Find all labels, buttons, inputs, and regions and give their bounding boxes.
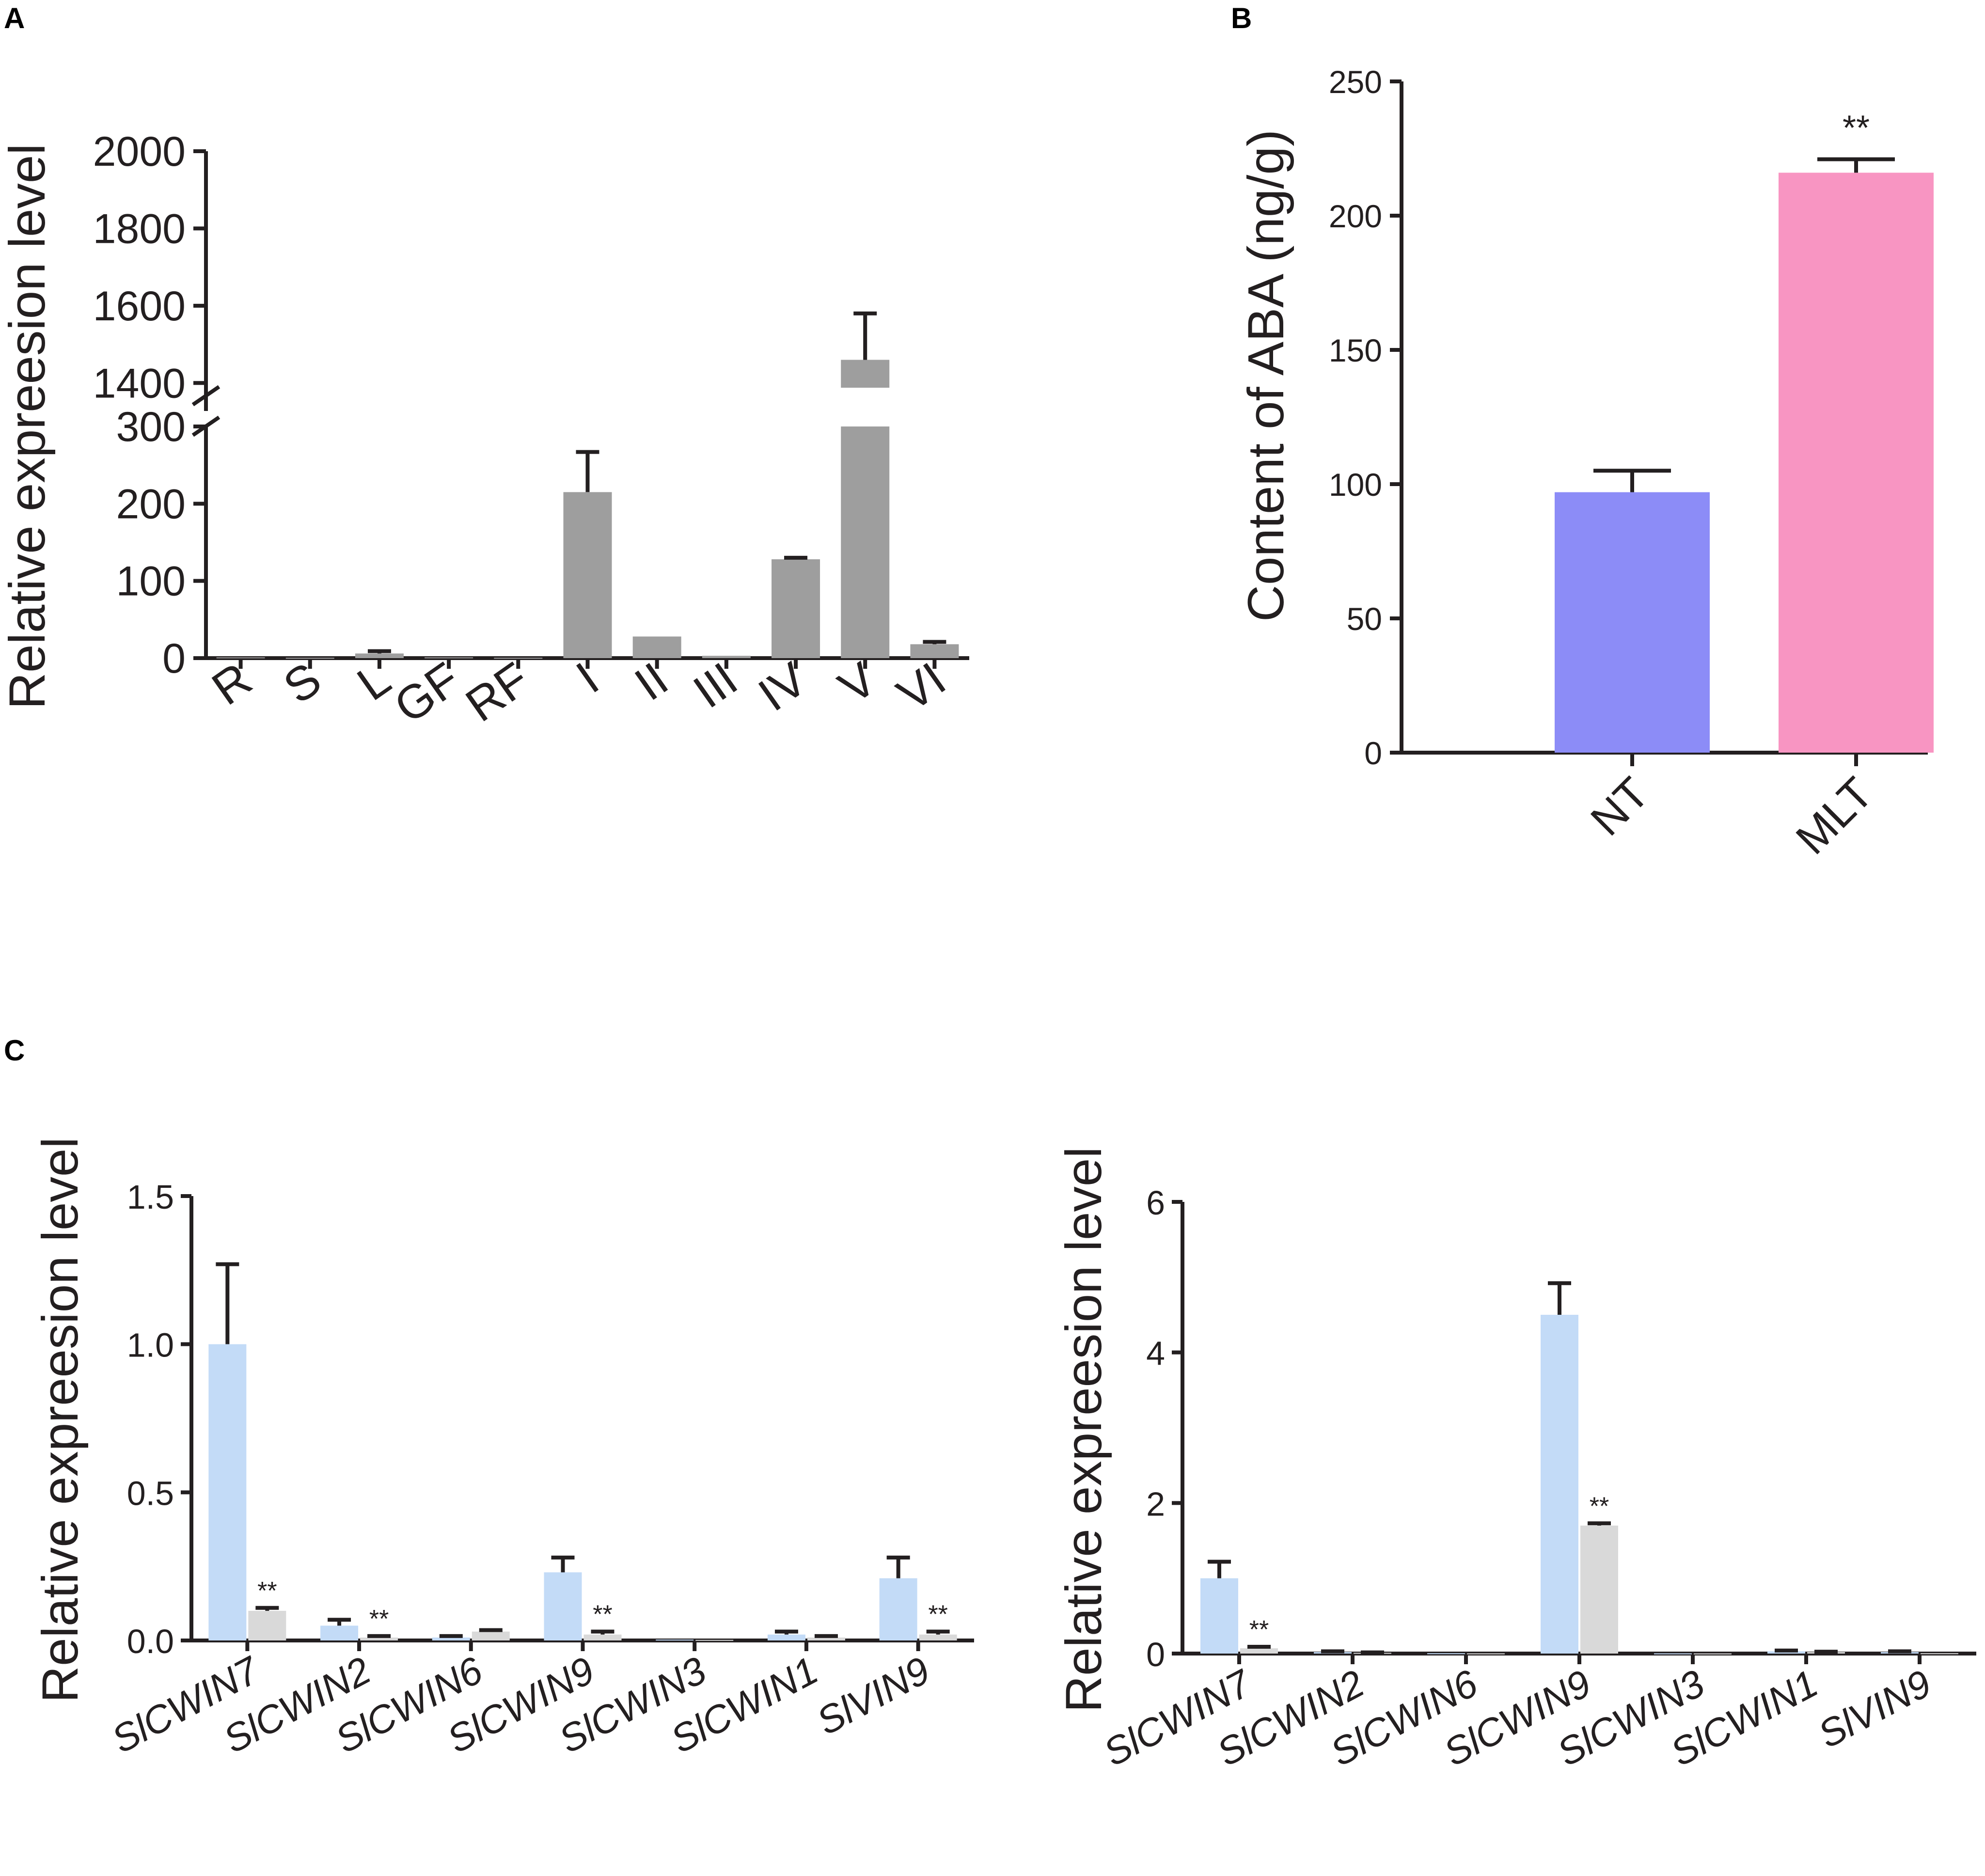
c-left-significance-slcwin9: ** [593, 1601, 612, 1629]
a-y-tick-label-0: 0 [162, 635, 186, 682]
c-right-bar-slcwin3-series-2 [1694, 1653, 1732, 1655]
b-y-tick-label-50: 50 [1347, 601, 1382, 637]
a-bar-vi [910, 644, 959, 658]
a-bar-gf [425, 657, 473, 659]
b-y-tick-label-200: 200 [1329, 198, 1382, 234]
c-right-bar-slcwin6-series-2 [1467, 1653, 1505, 1655]
c-right-significance-slcwin7: ** [1249, 1616, 1269, 1644]
b-y-tick-label-150: 150 [1329, 332, 1382, 368]
a-bar-v-lower [841, 426, 890, 658]
a-bar-i [563, 492, 612, 658]
a-bar-rf [494, 658, 543, 659]
a-bar-iii [702, 656, 751, 658]
a-bar-s [285, 658, 334, 659]
panel-a-letter: A [4, 2, 25, 34]
a-y-tick-label-200: 200 [116, 481, 186, 527]
a-x-tick-label-v: V [829, 652, 886, 714]
b-y-tick-label-100: 100 [1329, 467, 1382, 503]
a-x-tick-label-l: L [347, 652, 400, 710]
c-right-bar-slvin9-series-2 [1921, 1653, 1958, 1655]
b-x-tick-label-mlt: MLT [1787, 768, 1882, 864]
c-left-x-tick-label-slvin9: SlVIN9 [810, 1648, 937, 1743]
a-bar-l [355, 653, 404, 658]
c-left-y-tick-label-1-5: 1.5 [127, 1178, 174, 1216]
a-y-tick-label-1800: 1800 [93, 205, 186, 252]
c-right-y-tick-label-2: 2 [1146, 1485, 1165, 1523]
c-left-bar-slcwin3-series-2 [695, 1640, 734, 1641]
a-x-tick-label-vi: VI [888, 652, 955, 721]
c-right-y-tick-label-6: 6 [1146, 1184, 1165, 1222]
c-left-bar-slcwin2-series-1 [320, 1625, 359, 1640]
c-left-bar-slcwin1-series-2 [807, 1637, 845, 1640]
c-left-bar-slcwin1-series-1 [767, 1634, 805, 1640]
a-y-tick-label-2000: 2000 [93, 128, 186, 175]
a-y-tick-label-1400: 1400 [93, 360, 186, 407]
a-x-tick-label-iii: III [684, 652, 747, 718]
c-left-y-tick-label-0-0: 0.0 [127, 1623, 174, 1660]
a-x-tick-label-iv: IV [749, 652, 816, 721]
a-x-tick-label-gf: GF [385, 652, 470, 733]
panel-c-right-labels: 0246**SlCWIN7SlCWIN2SlCWIN6**SlCWIN9SlCW… [1097, 1184, 1938, 1774]
c-right-x-tick-label-slvin9: SlVIN9 [1811, 1661, 1938, 1756]
a-y-tick-label-100: 100 [116, 558, 186, 605]
c-left-bar-slcwin6-series-1 [432, 1637, 470, 1640]
b-significance-mlt: ** [1843, 109, 1870, 148]
a-x-tick-label-s: S [274, 652, 331, 714]
c-right-y-tick-label-4: 4 [1146, 1335, 1165, 1372]
panel-c-right-y-axis-title: Relative expreesion level [1056, 1147, 1112, 1712]
a-bar-ii [632, 636, 681, 658]
c-left-significance-slvin9: ** [928, 1601, 947, 1629]
panel-b-letter: B [1231, 2, 1252, 34]
c-right-significance-slcwin9: ** [1590, 1492, 1609, 1520]
c-left-bar-slcwin6-series-2 [472, 1631, 510, 1640]
c-right-bar-slcwin7-series-1 [1200, 1578, 1238, 1654]
b-x-tick-label-nt: NT [1581, 768, 1658, 845]
panel-c-left-bars [208, 1262, 957, 1641]
panel-a-y-axis-title: Relative expreesion level [0, 143, 56, 709]
c-left-bar-slvin9-series-2 [919, 1634, 957, 1640]
panel-b-bars [1555, 157, 1934, 753]
c-left-bar-slcwin7-series-1 [208, 1344, 247, 1640]
panel-c-right-bars [1200, 1281, 1958, 1655]
c-left-bar-slvin9-series-1 [879, 1578, 917, 1640]
c-left-bar-slcwin2-series-2 [360, 1637, 398, 1640]
panel-c-chart: C Relative expreesion level Relative exp… [4, 1034, 1976, 1774]
panel-b-chart: B Content of ABA (ng/g) 0 50 100 150 200 250 N… [1231, 2, 1934, 864]
a-x-tick-label-rf: RF [456, 652, 538, 732]
a-bar-v-upper [841, 360, 890, 388]
b-bar-nt [1555, 492, 1710, 753]
c-left-significance-slcwin2: ** [369, 1605, 389, 1633]
panel-a-bars [216, 311, 959, 659]
panel-a-chart: A Relative expreesion level 0 100 200 30014… [0, 2, 969, 733]
a-x-tick-label-r: R [203, 652, 261, 715]
a-axis-break-mark-1 [191, 385, 221, 407]
c-right-bar-slcwin9-series-1 [1541, 1315, 1578, 1654]
c-right-bar-slcwin3-series-1 [1654, 1653, 1692, 1655]
a-x-tick-label-ii: II [625, 652, 677, 710]
panel-c-letter: C [4, 1034, 25, 1067]
b-bar-mlt [1779, 173, 1934, 753]
a-y-tick-label-1600: 1600 [93, 283, 186, 330]
c-right-bar-slcwin9-series-2 [1580, 1525, 1618, 1654]
c-left-bar-slcwin7-series-2 [248, 1610, 286, 1640]
c-right-bar-slcwin7-series-2 [1240, 1648, 1278, 1654]
c-right-bar-slcwin6-series-1 [1427, 1653, 1465, 1655]
c-left-bar-slcwin9-series-2 [583, 1634, 622, 1640]
panel-c-left-y-axis-title: Relative expreesion level [32, 1137, 89, 1703]
b-y-tick-label-250: 250 [1329, 64, 1382, 100]
c-left-significance-slcwin7: ** [257, 1577, 277, 1605]
panel-b-y-axis-title: Content of ABA (ng/g) [1238, 129, 1294, 622]
c-left-bar-slcwin9-series-1 [544, 1572, 582, 1640]
a-bar-r [216, 657, 265, 659]
b-y-tick-label-0: 0 [1364, 735, 1382, 771]
c-left-y-tick-label-1-0: 1.0 [127, 1326, 174, 1364]
a-bar-iv [772, 559, 820, 658]
c-right-y-tick-label-0: 0 [1146, 1636, 1165, 1673]
a-y-tick-label-300: 300 [116, 404, 186, 450]
c-left-y-tick-label-0-5: 0.5 [127, 1474, 174, 1512]
